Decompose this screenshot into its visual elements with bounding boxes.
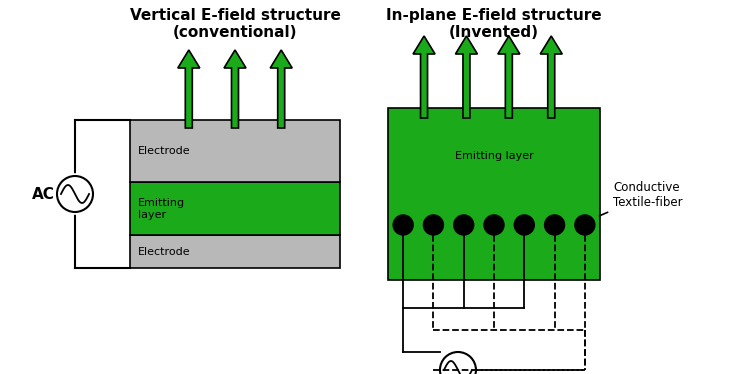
Polygon shape bbox=[498, 36, 520, 118]
Circle shape bbox=[393, 215, 413, 235]
Circle shape bbox=[514, 215, 534, 235]
Circle shape bbox=[454, 215, 474, 235]
Text: Electrode: Electrode bbox=[138, 146, 190, 156]
Bar bbox=[130, 236, 340, 268]
Text: Conductive
Textile-fiber: Conductive Textile-fiber bbox=[599, 181, 682, 216]
Polygon shape bbox=[178, 50, 200, 128]
Polygon shape bbox=[270, 50, 292, 128]
Bar bbox=[388, 108, 600, 280]
Text: Emitting
layer: Emitting layer bbox=[138, 198, 185, 220]
Circle shape bbox=[484, 215, 504, 235]
Text: Electrode: Electrode bbox=[138, 247, 190, 257]
Polygon shape bbox=[413, 36, 435, 118]
Polygon shape bbox=[540, 36, 562, 118]
Text: Vertical E-field structure
(conventional): Vertical E-field structure (conventional… bbox=[130, 8, 340, 40]
Bar bbox=[130, 120, 340, 182]
Text: Emitting layer: Emitting layer bbox=[454, 151, 533, 161]
Polygon shape bbox=[224, 50, 246, 128]
Circle shape bbox=[424, 215, 443, 235]
Bar bbox=[130, 182, 340, 236]
Text: In-plane E-field structure
(Invented): In-plane E-field structure (Invented) bbox=[386, 8, 602, 40]
Circle shape bbox=[544, 215, 565, 235]
Polygon shape bbox=[455, 36, 478, 118]
Circle shape bbox=[574, 215, 595, 235]
Text: AC: AC bbox=[32, 187, 55, 202]
